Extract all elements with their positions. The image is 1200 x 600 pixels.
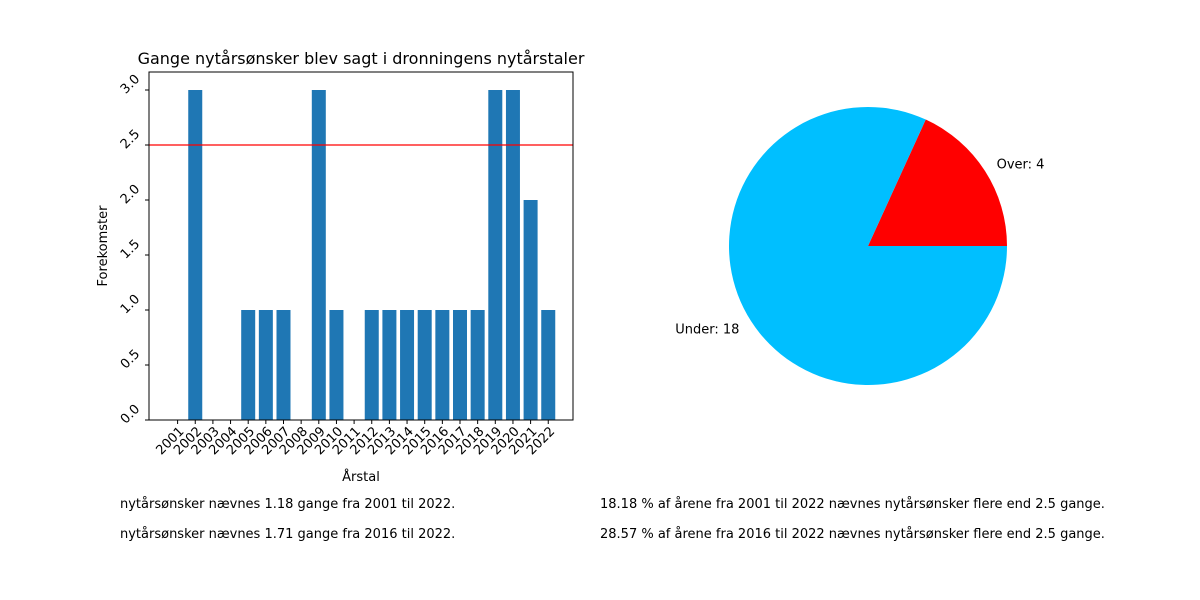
stat-share-2001-2022: 18.18 % af årene fra 2001 til 2022 nævne… (600, 497, 1105, 512)
bar-2014 (400, 310, 415, 420)
bar-2013 (382, 310, 397, 420)
bar-2021 (523, 200, 538, 420)
pie-chart: Over: 4 Under: 18 (675, 107, 1045, 386)
plot-frame (148, 71, 574, 421)
y-tick-label: 3.0 (118, 72, 143, 97)
bar-2002 (188, 90, 203, 420)
bar-2020 (505, 90, 520, 420)
bar-2007 (276, 310, 291, 420)
bars (188, 90, 556, 420)
y-tick-label: 0.5 (118, 347, 143, 372)
bar-2022 (541, 310, 556, 420)
y-tick-label: 1.0 (118, 292, 143, 317)
bar-chart-title: Gange nytårsønsker blev sagt i dronninge… (138, 49, 585, 68)
bar-2010 (329, 310, 344, 420)
stat-share-2016-2022: 28.57 % af årene fra 2016 til 2022 nævne… (600, 527, 1105, 542)
bar-2005 (241, 310, 256, 420)
y-tick-label: 2.0 (118, 182, 143, 207)
bar-2018 (470, 310, 485, 420)
y-axis-ticks: 0.0 0.5 1.0 1.5 2.0 2.5 3.0 (118, 72, 149, 427)
y-axis-label: Forekomster (96, 205, 111, 287)
y-tick-label: 0.0 (118, 402, 143, 427)
bar-chart: Gange nytårsønsker blev sagt i dronninge… (96, 49, 585, 485)
y-tick-label: 2.5 (118, 127, 143, 152)
stat-mean-2001-2022: nytårsønsker nævnes 1.18 gange fra 2001 … (120, 497, 456, 512)
bar-2009 (311, 90, 326, 420)
bar-2016 (435, 310, 450, 420)
bar-2017 (453, 310, 467, 420)
y-tick-label: 1.5 (118, 237, 143, 262)
bar-2006 (258, 310, 273, 420)
pie-label-0: Over: 4 (997, 157, 1045, 172)
x-axis-label: Årstal (342, 469, 380, 485)
pie-slice-0 (868, 119, 1007, 246)
stat-mean-2016-2022: nytårsønsker nævnes 1.71 gange fra 2016 … (120, 527, 456, 542)
bar-2015 (417, 310, 432, 420)
pie-slice-1 (728, 107, 1007, 386)
bar-2012 (364, 310, 379, 420)
pie-label-1: Under: 18 (675, 323, 739, 338)
bar-2019 (488, 90, 503, 420)
x-axis-ticks: 2001200220032004200520062007200820092010… (153, 420, 558, 458)
